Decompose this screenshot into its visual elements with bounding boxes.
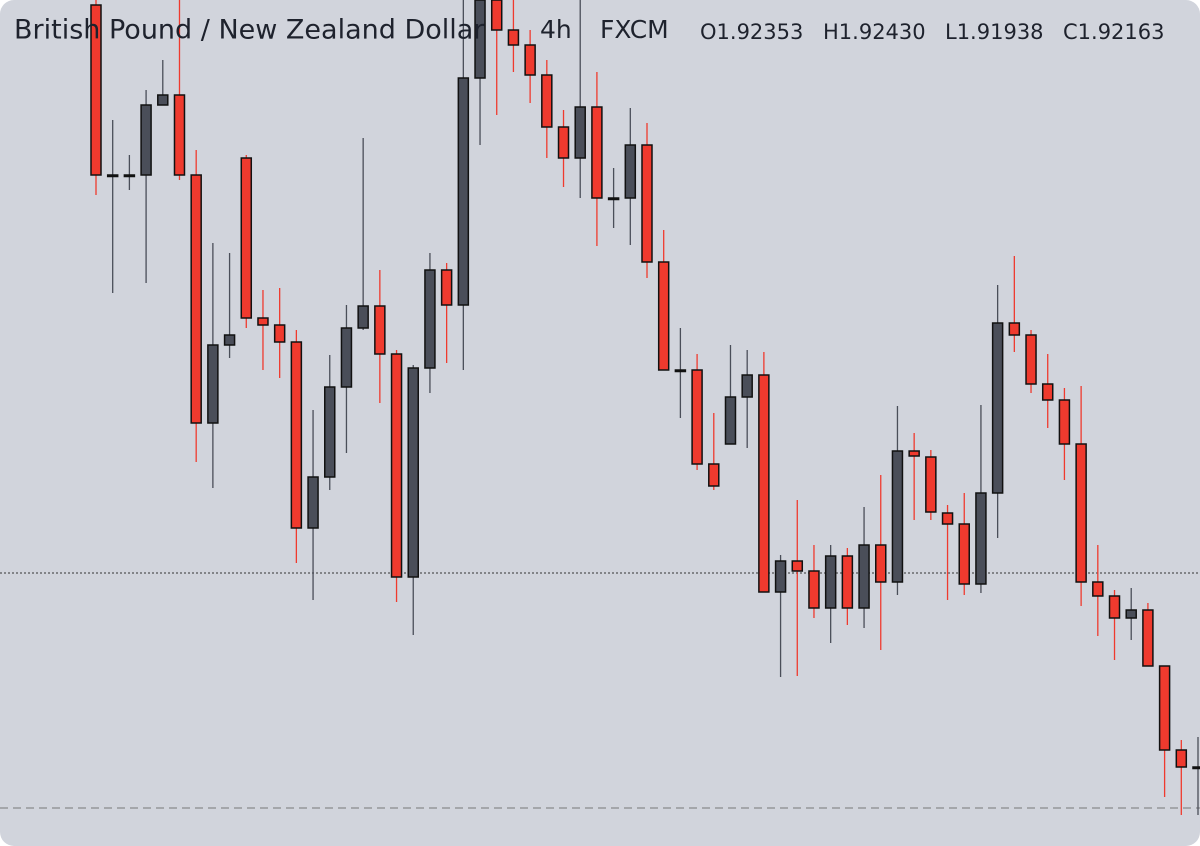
candle-body xyxy=(1025,334,1037,385)
candle-body xyxy=(157,94,169,106)
candle-body xyxy=(841,555,854,609)
candle-body xyxy=(340,327,353,388)
candle-body xyxy=(1041,383,1054,401)
candle-body xyxy=(1075,443,1087,583)
candle-body xyxy=(708,463,720,487)
source: FXCM xyxy=(600,15,669,44)
candle-body xyxy=(641,144,653,263)
candle-body xyxy=(90,4,102,176)
candle-body xyxy=(374,305,386,355)
candle-body xyxy=(557,126,570,159)
candle-body xyxy=(908,450,920,457)
candle-body xyxy=(925,456,937,513)
chart-title: British Pound / New Zealand Dollar xyxy=(14,15,485,46)
candle-body xyxy=(824,555,837,609)
candle-body xyxy=(975,492,987,585)
candle-body xyxy=(207,344,219,424)
candle-body xyxy=(741,374,753,398)
candle-body xyxy=(474,0,486,79)
candle-body xyxy=(941,512,954,525)
candle-body xyxy=(574,106,586,159)
candle-body xyxy=(507,29,520,46)
candle-body xyxy=(858,544,870,609)
candle-body xyxy=(1175,749,1188,768)
candle-body xyxy=(691,369,703,465)
candle-body xyxy=(173,94,186,176)
candle-body xyxy=(774,560,787,593)
candle-body xyxy=(1125,609,1137,619)
candle-body xyxy=(424,269,436,369)
candle-body xyxy=(1158,665,1171,751)
candle-body xyxy=(257,317,269,326)
candle-body xyxy=(307,476,319,529)
candle-body xyxy=(1108,595,1121,619)
candle-body xyxy=(791,560,804,572)
candle-body xyxy=(524,44,536,76)
candle-body xyxy=(991,322,1004,494)
candle-body xyxy=(624,144,637,199)
candle-body xyxy=(958,523,970,585)
candle-body xyxy=(457,77,470,306)
candle-body xyxy=(875,544,887,583)
candle-body xyxy=(1058,399,1071,445)
candle-body xyxy=(407,367,419,578)
candle-body xyxy=(1092,581,1104,597)
candle-body xyxy=(106,174,119,178)
candle-body xyxy=(1008,322,1021,336)
candle-body xyxy=(240,157,253,319)
ohlc-close: C1.92163 xyxy=(1063,20,1165,44)
candle-body xyxy=(123,174,136,178)
candle-body xyxy=(440,269,453,306)
candle-body xyxy=(324,386,336,478)
interval: 4h xyxy=(540,15,572,44)
candle-body xyxy=(607,197,620,201)
ohlc-open: O1.92353 xyxy=(700,20,803,44)
candle-body xyxy=(657,261,670,371)
candle-body xyxy=(190,174,202,424)
candle-body xyxy=(140,104,152,176)
candle-body xyxy=(223,334,236,346)
candle-body xyxy=(891,450,904,583)
candle-body xyxy=(1142,609,1154,667)
candle-body xyxy=(724,396,737,445)
ohlc-high: H1.92430 xyxy=(823,20,926,44)
candle-body xyxy=(273,324,286,343)
candle-body xyxy=(490,0,503,31)
candle-body xyxy=(357,305,369,329)
candle-body xyxy=(591,106,603,199)
candle-body xyxy=(758,374,770,593)
candle-body xyxy=(541,74,553,128)
candle-body xyxy=(390,353,403,578)
candle-body xyxy=(1192,766,1200,770)
candle-body xyxy=(674,369,687,373)
candle-body xyxy=(290,341,303,529)
candle-body xyxy=(808,570,820,609)
ohlc-low: L1.91938 xyxy=(945,20,1044,44)
